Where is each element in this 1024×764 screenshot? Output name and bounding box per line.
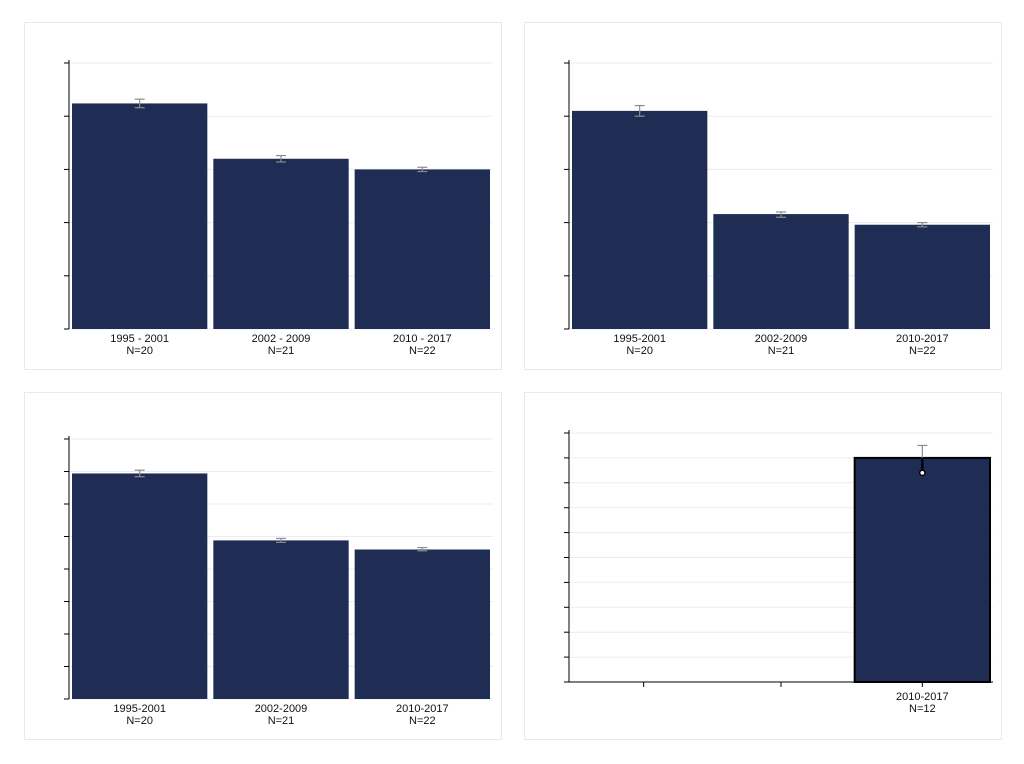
bar	[854, 224, 990, 329]
bar	[213, 540, 349, 699]
chart-panel-diarrhea: 1995 - 2001 N=20 2002 - 2009 N=21 2010 - 201…	[24, 22, 502, 370]
chart-malaria: 2010-2017 N=12	[564, 430, 993, 715]
chart-diarrhea: 1995 - 2001 N=20 2002 - 2009 N=21 2010 - 201…	[64, 60, 493, 357]
x-category-label: 2002-2009 N=21	[255, 703, 308, 727]
x-category-label: 2002-2009 N=21	[755, 333, 808, 357]
chart-panel-malaria: 2010-2017 N=12	[524, 392, 1002, 740]
x-category-label: 2002 - 2009 N=21	[252, 333, 311, 357]
x-category-label: 2010 - 2017 N=22	[393, 333, 452, 357]
bar	[213, 158, 349, 329]
chart-panel-fever: 1995-2001 N=20 2002-2009 N=21 2010-2017 N=22	[24, 392, 502, 740]
bar	[853, 456, 991, 684]
chart-ari: 1995-2001 N=20 2002-2009 N=21 2010-2017 N=22	[564, 60, 993, 357]
bar	[72, 473, 208, 699]
x-category-label: 2010-2017 N=22	[896, 333, 949, 357]
error-cap-low	[919, 469, 926, 477]
x-category-label: 2010-2017 N=12	[896, 691, 949, 715]
x-category-label: 2010-2017 N=22	[396, 703, 449, 727]
x-category-label: 1995-2001 N=20	[113, 703, 166, 727]
bar	[354, 169, 490, 329]
bar	[72, 103, 208, 329]
bar	[713, 214, 849, 329]
chart-fever: 1995-2001 N=20 2002-2009 N=21 2010-2017 N=22	[64, 436, 493, 727]
bar	[354, 549, 490, 699]
x-category-label: 1995 - 2001 N=20	[110, 333, 169, 357]
x-category-label: 1995-2001 N=20	[613, 333, 666, 357]
bar	[572, 110, 708, 329]
chart-panel-ari: 1995-2001 N=20 2002-2009 N=21 2010-2017 N=22	[524, 22, 1002, 370]
